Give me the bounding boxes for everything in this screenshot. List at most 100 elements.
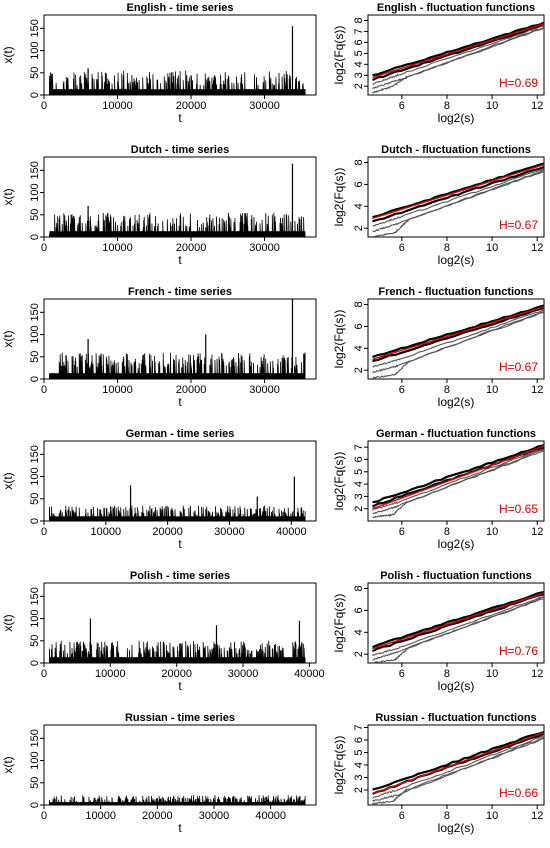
- panel-title: Dutch - time series: [131, 144, 229, 156]
- plot-frame: [43, 440, 317, 522]
- y-axis-label: x(t): [1, 188, 15, 205]
- y-axis-label: log2(Fq(s)): [332, 736, 346, 795]
- panel-title: French - time series: [128, 286, 232, 298]
- y-tick-label: 8: [353, 159, 365, 165]
- y-tick-label: 3: [353, 72, 365, 78]
- fit-line: [372, 592, 544, 650]
- panel-title: Russian - fluctuation functions: [375, 712, 536, 724]
- x-tick-label: 0: [41, 242, 47, 254]
- x-tick-label: 10: [486, 810, 498, 822]
- fit-line: [372, 306, 544, 360]
- y-axis-label: x(t): [1, 614, 15, 631]
- time-series-panel: German - time series 0 10000 20000 30000 4000…: [1, 428, 317, 551]
- x-axis-label: t: [178, 395, 182, 409]
- y-tick-label: 8: [353, 17, 365, 23]
- time-series-panel: French - time series 0 10000 20000 30000 0 50 1…: [1, 286, 317, 409]
- plot-area: [44, 299, 306, 379]
- x-tick-label: 8: [444, 526, 450, 538]
- y-tick-label: 8: [353, 301, 365, 307]
- y-tick-label: 5: [353, 469, 365, 475]
- fluctuation-curve: [372, 168, 544, 227]
- y-tick-label: 100: [29, 41, 41, 59]
- y-tick-label: 0: [29, 234, 41, 240]
- plot-frame: [367, 298, 545, 380]
- fluctuation-curve: [372, 165, 544, 223]
- x-tick-label: 8: [444, 668, 450, 680]
- y-tick-label: 3: [353, 493, 365, 499]
- y-tick-label: 50: [29, 351, 41, 363]
- time-series-band: [49, 516, 306, 521]
- x-axis-label: log2(s): [438, 111, 475, 125]
- y-tick-label: 0: [29, 802, 41, 808]
- panel-title: German - time series: [126, 428, 235, 440]
- x-tick-label: 8: [444, 242, 450, 254]
- x-tick-label: 40000: [255, 810, 286, 822]
- y-tick-label: 100: [29, 467, 41, 485]
- x-tick-label: 6: [399, 242, 405, 254]
- y-tick-label: 7: [353, 28, 365, 34]
- y-tick-label: 100: [29, 609, 41, 627]
- fluctuation-curve: [372, 596, 544, 656]
- y-tick-label: 6: [353, 607, 365, 613]
- y-tick-label: 2: [353, 506, 365, 512]
- x-tick-label: 12: [531, 526, 543, 538]
- x-tick-label: 0: [41, 384, 47, 396]
- x-tick-label: 10: [486, 526, 498, 538]
- y-axis-label: log2(Fq(s)): [332, 26, 346, 85]
- time-series-band: [49, 373, 306, 379]
- fluctuation-curve: [372, 169, 544, 233]
- x-tick-label: 10000: [102, 100, 133, 112]
- y-axis-label: x(t): [1, 756, 15, 773]
- x-axis-label: log2(s): [438, 679, 475, 693]
- fluctuation-curve: [372, 730, 544, 791]
- y-tick-label: 0: [29, 92, 41, 98]
- y-tick-label: 0: [29, 376, 41, 382]
- y-tick-label: 4: [353, 762, 365, 768]
- y-tick-label: 50: [29, 67, 41, 79]
- time-series-band: [49, 657, 306, 663]
- time-series-band: [49, 802, 306, 805]
- x-tick-label: 12: [531, 810, 543, 822]
- plot-frame: [367, 14, 545, 96]
- fluctuation-curve: [372, 736, 544, 803]
- fluctuation-curve: [372, 444, 544, 504]
- plot-area: [372, 590, 544, 663]
- y-tick-label: 5: [353, 749, 365, 755]
- x-tick-label: 10000: [95, 668, 126, 680]
- x-tick-label: 6: [399, 384, 405, 396]
- y-axis-label: log2(Fq(s)): [332, 594, 346, 653]
- panel-title: French - fluctuation functions: [378, 286, 533, 298]
- panel-title: Dutch - fluctuation functions: [381, 144, 531, 156]
- fluctuation-panel: Dutch - fluctuation functions H=0.67 6 8 10 1…: [332, 144, 545, 267]
- fluctuation-curve: [372, 21, 544, 77]
- fit-line: [372, 164, 544, 220]
- y-tick-label: 4: [353, 203, 365, 209]
- y-tick-label: 7: [353, 444, 365, 450]
- y-axis-label: log2(Fq(s)): [332, 310, 346, 369]
- y-tick-label: 8: [353, 585, 365, 591]
- plot-area: [44, 795, 306, 805]
- panel-title: Polish - time series: [130, 570, 230, 582]
- plot-frame: [367, 156, 545, 238]
- y-tick-label: 0: [29, 518, 41, 524]
- y-axis-label: x(t): [1, 472, 15, 489]
- x-tick-label: 12: [531, 384, 543, 396]
- panel-title: English - fluctuation functions: [377, 2, 535, 14]
- x-tick-label: 30000: [199, 810, 230, 822]
- plot-area: [372, 162, 544, 237]
- hurst-annotation: H=0.67: [499, 218, 538, 232]
- y-tick-label: 50: [29, 209, 41, 221]
- y-tick-label: 2: [353, 83, 365, 89]
- y-tick-label: 150: [29, 303, 41, 321]
- y-tick-label: 4: [353, 481, 365, 487]
- hurst-annotation: H=0.65: [499, 502, 538, 516]
- hurst-annotation: H=0.67: [499, 360, 538, 374]
- panel-title: German - fluctuation functions: [376, 428, 536, 440]
- fluctuation-panel: English - fluctuation functions H=0.69 6 8 1…: [332, 2, 545, 125]
- fluctuation-curve: [372, 598, 544, 663]
- y-tick-label: 7: [353, 724, 365, 730]
- x-axis-label: log2(s): [438, 821, 475, 835]
- y-axis-label: log2(Fq(s)): [332, 168, 346, 227]
- y-axis-label: x(t): [1, 46, 15, 63]
- panel-title: Polish - fluctuation functions: [380, 570, 532, 582]
